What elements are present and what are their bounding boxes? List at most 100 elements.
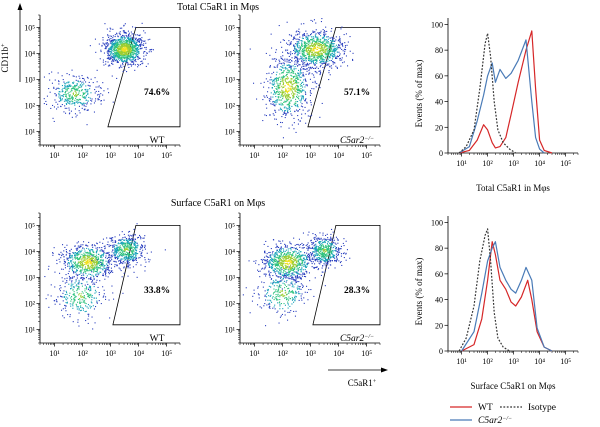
event-dot [97, 286, 99, 288]
event-dot [295, 78, 297, 80]
event-dot [130, 57, 132, 59]
event-dot [131, 56, 133, 58]
event-dot [73, 75, 75, 77]
event-dot [109, 53, 111, 55]
event-dot [305, 73, 307, 75]
event-dot [144, 32, 146, 34]
event-dot [127, 53, 129, 55]
event-dot [277, 87, 279, 89]
event-dot [327, 64, 329, 66]
event-dot [315, 52, 317, 54]
event-dot [308, 68, 310, 70]
event-dot [124, 43, 126, 45]
event-dot [314, 59, 316, 61]
event-dot [114, 52, 116, 54]
event-dot [76, 99, 78, 101]
event-dot [313, 57, 315, 59]
event-dot [334, 48, 336, 50]
event-dot [122, 54, 124, 56]
event-dot [124, 37, 126, 39]
event-dot [289, 85, 291, 87]
event-dot [322, 49, 324, 51]
event-dot [126, 48, 128, 50]
event-dot [96, 259, 98, 261]
event-dot [306, 50, 308, 52]
event-dot [87, 322, 89, 324]
event-dot [339, 38, 341, 40]
event-dot [77, 102, 79, 104]
event-dot [301, 50, 303, 52]
event-dot [284, 78, 286, 80]
event-dot [127, 241, 129, 243]
event-dot [332, 46, 334, 48]
event-dot [135, 43, 137, 45]
event-dot [296, 50, 298, 52]
event-dot [282, 70, 284, 72]
event-dot [90, 254, 92, 256]
event-dot [289, 65, 291, 67]
event-dot [79, 301, 81, 303]
event-dot [345, 49, 347, 51]
event-dot [82, 267, 84, 269]
event-dot [86, 288, 88, 290]
event-dot [132, 57, 134, 59]
event-dot [89, 285, 91, 287]
event-dot [279, 104, 281, 106]
event-dot [124, 248, 126, 250]
event-dot [309, 100, 311, 102]
event-dot [138, 57, 140, 59]
event-dot [315, 33, 317, 35]
event-dot [297, 76, 299, 78]
event-dot [73, 301, 75, 303]
event-dot [285, 90, 287, 92]
event-dot [305, 80, 307, 82]
event-dot [92, 254, 94, 256]
event-dot [301, 75, 303, 77]
event-dot [89, 262, 91, 264]
event-dot [126, 261, 128, 263]
event-dot [309, 78, 311, 80]
event-dot [130, 239, 132, 241]
event-dot [86, 251, 88, 253]
event-dot [292, 96, 294, 98]
event-dot [84, 290, 86, 292]
event-dot [62, 308, 64, 310]
event-dot [125, 238, 127, 240]
event-dot [139, 234, 141, 236]
event-dot [144, 259, 146, 261]
event-dot [123, 254, 125, 256]
event-dot [107, 35, 109, 37]
event-dot [327, 41, 329, 43]
event-dot [76, 253, 78, 255]
event-dot [275, 78, 277, 80]
event-dot [335, 39, 337, 41]
event-dot [294, 53, 296, 55]
event-dot [121, 244, 123, 246]
event-dot [315, 48, 317, 50]
event-dot [288, 106, 290, 108]
event-dot [67, 93, 69, 95]
event-dot [262, 120, 264, 122]
event-dot [297, 89, 299, 91]
event-dot [298, 75, 300, 77]
event-dot [125, 247, 127, 249]
event-dot [102, 260, 104, 262]
event-dot [333, 47, 335, 49]
event-dot [304, 100, 306, 102]
event-dot [76, 269, 78, 271]
event-dot [121, 243, 123, 245]
y-tick-label: 80 [435, 46, 443, 55]
event-dot [122, 45, 124, 47]
event-dot [121, 231, 123, 233]
event-dot [81, 299, 83, 301]
event-dot [288, 61, 290, 63]
event-dot [294, 104, 296, 106]
event-dot [336, 67, 338, 69]
event-dot [115, 52, 117, 54]
event-dot [137, 253, 139, 255]
event-dot [66, 88, 68, 90]
event-dot [279, 107, 281, 109]
event-dot [308, 73, 310, 75]
event-dot [317, 52, 319, 54]
